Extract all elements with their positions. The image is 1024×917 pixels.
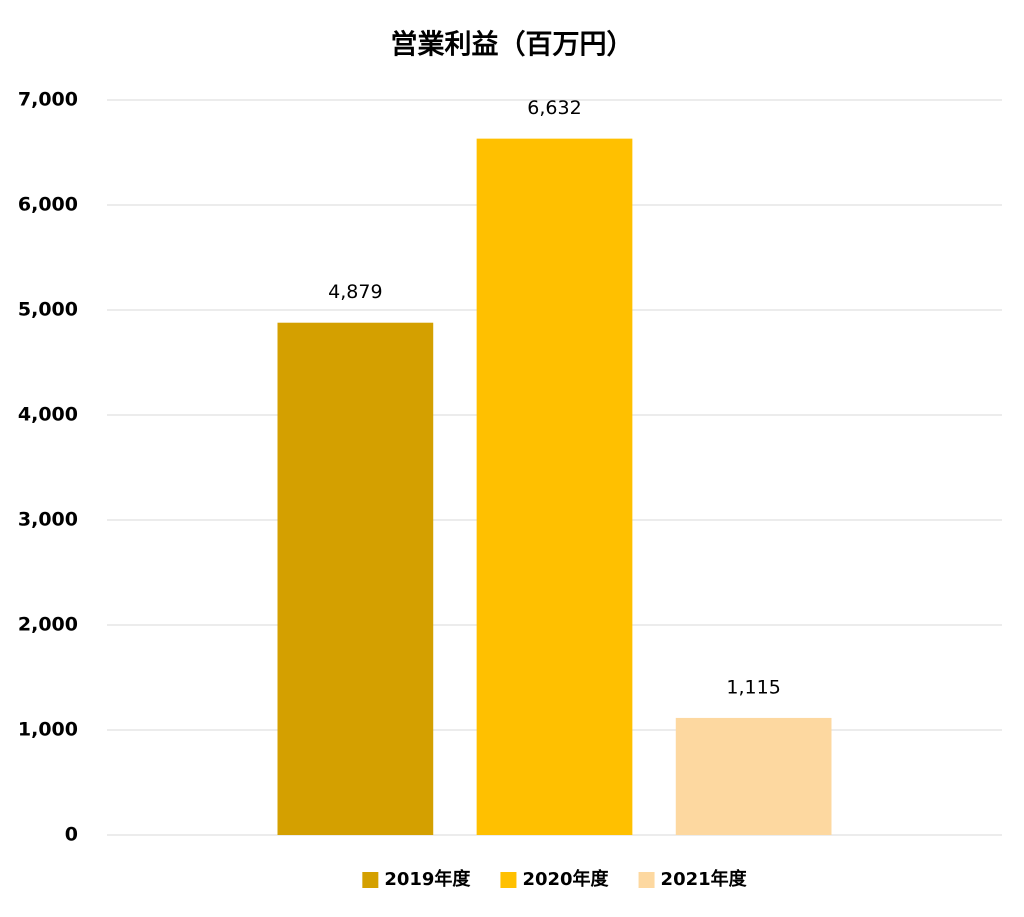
y-tick-label: 2,000 xyxy=(18,614,78,636)
legend-label: 2021年度 xyxy=(661,868,748,890)
value-label: 6,632 xyxy=(527,97,581,119)
bar xyxy=(476,138,633,835)
legend-label: 2020年度 xyxy=(522,868,609,890)
y-tick-label: 6,000 xyxy=(18,194,78,216)
y-tick-label: 0 xyxy=(65,824,78,846)
legend-label: 2019年度 xyxy=(384,868,471,890)
y-tick-label: 7,000 xyxy=(18,89,78,111)
y-tick-label: 1,000 xyxy=(18,719,78,741)
legend-swatch xyxy=(638,872,655,888)
y-tick-label: 5,000 xyxy=(18,299,78,321)
y-tick-label: 4,000 xyxy=(18,404,78,426)
y-tick-label: 3,000 xyxy=(18,509,78,531)
legend-swatch xyxy=(362,872,379,888)
bar xyxy=(277,322,434,836)
value-label: 4,879 xyxy=(328,281,382,303)
legend-swatch xyxy=(500,872,517,888)
chart-title: 営業利益（百万円） xyxy=(391,29,634,61)
bar xyxy=(675,717,832,835)
value-label: 1,115 xyxy=(726,676,780,698)
